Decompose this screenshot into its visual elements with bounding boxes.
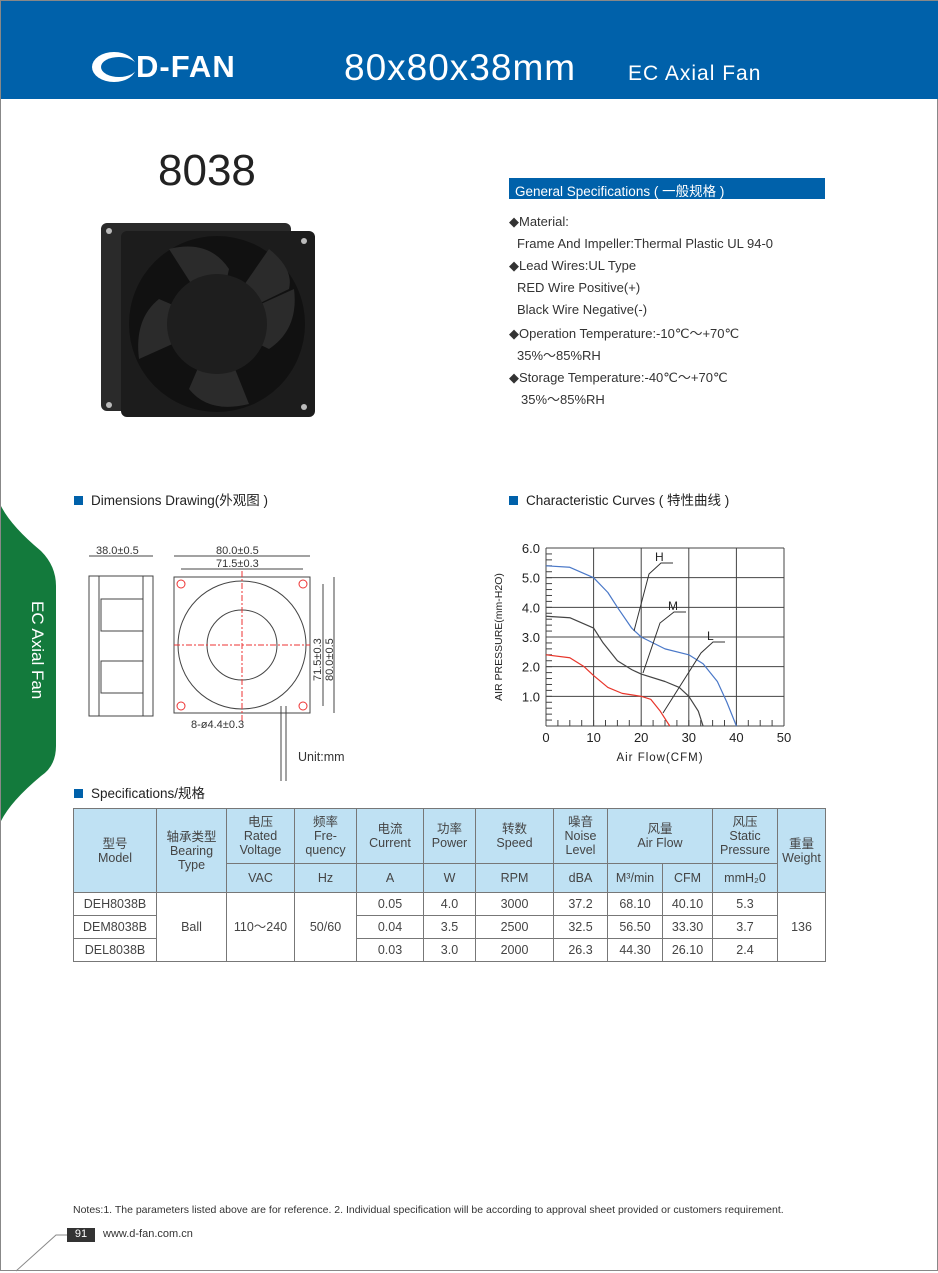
label-leader [643, 612, 686, 673]
value-cell: 3.7 [713, 916, 778, 939]
column-header: 风量 Air Flow [608, 809, 713, 864]
value-cell: 56.50 [608, 916, 663, 939]
value-cell: 0.04 [357, 916, 424, 939]
unit-header: RPM [476, 864, 554, 893]
column-header: 电流 Current [357, 809, 424, 864]
y-tick-label: 1.0 [522, 689, 540, 704]
value-cell: 2500 [476, 916, 554, 939]
column-header: 转数 Speed [476, 809, 554, 864]
model-cell: DEL8038B [74, 939, 157, 962]
y-axis-label: AIR PRESSURE(mm-H2O) [493, 573, 505, 701]
x-tick-label: 30 [682, 730, 696, 745]
column-header: 轴承类型 Bearing Type [157, 809, 227, 893]
specs-title: Specifications/规格 [91, 786, 205, 801]
page-number: 91 [67, 1228, 95, 1242]
column-header: 频率 Fre- quency [295, 809, 357, 864]
value-cell: 3000 [476, 893, 554, 916]
unit-header: Hz [295, 864, 357, 893]
column-header: 重量 Weight [778, 809, 826, 893]
unit-header: A [357, 864, 424, 893]
y-tick-label: 4.0 [522, 600, 540, 615]
model-cell: DEM8038B [74, 916, 157, 939]
value-cell: 0.03 [357, 939, 424, 962]
weight-cell: 136 [778, 893, 826, 962]
frequency-cell: 50/60 [295, 893, 357, 962]
value-cell: 68.10 [608, 893, 663, 916]
series-line-L [546, 655, 670, 726]
value-cell: 2.4 [713, 939, 778, 962]
bullet-square-icon [74, 789, 83, 798]
value-cell: 3.5 [424, 916, 476, 939]
column-header: 型号 Model [74, 809, 157, 893]
unit-header: M³/min [608, 864, 663, 893]
series-label: M [668, 599, 678, 613]
unit-header: VAC [227, 864, 295, 893]
series-line-M [546, 616, 703, 726]
unit-header: mmH₂0 [713, 864, 778, 893]
series-label: L [707, 629, 714, 643]
unit-header: W [424, 864, 476, 893]
x-tick-label: 0 [542, 730, 549, 745]
unit-header: dBA [554, 864, 608, 893]
model-cell: DEH8038B [74, 893, 157, 916]
value-cell: 44.30 [608, 939, 663, 962]
y-tick-label: 2.0 [522, 660, 540, 675]
label-leader [663, 642, 725, 713]
website-url[interactable]: www.d-fan.com.cn [103, 1228, 193, 1240]
specs-heading: Specifications/规格 [74, 782, 205, 802]
value-cell: 37.2 [554, 893, 608, 916]
label-leader [634, 563, 673, 631]
series-label: H [655, 550, 664, 564]
x-tick-label: 40 [729, 730, 743, 745]
x-tick-label: 20 [634, 730, 648, 745]
notes: Notes:1. The parameters listed above are… [73, 1204, 784, 1216]
column-header: 噪音 Noise Level [554, 809, 608, 864]
value-cell: 26.10 [663, 939, 713, 962]
column-header: 功率 Power [424, 809, 476, 864]
voltage-cell: 110～240 [227, 893, 295, 962]
value-cell: 2000 [476, 939, 554, 962]
value-cell: 40.10 [663, 893, 713, 916]
bearing-cell: Ball [157, 893, 227, 962]
y-tick-label: 5.0 [522, 571, 540, 586]
value-cell: 5.3 [713, 893, 778, 916]
value-cell: 32.5 [554, 916, 608, 939]
column-header: 风压 Static Pressure [713, 809, 778, 864]
column-header: 电压 Rated Voltage [227, 809, 295, 864]
characteristic-chart: 0 10 20 30 40 50 1.0 2.0 3.0 4.0 5.0 6.0 Air Flow(CF… [1, 1, 938, 801]
y-tick-label: 6.0 [522, 541, 540, 556]
y-tick-label: 3.0 [522, 630, 540, 645]
value-cell: 4.0 [424, 893, 476, 916]
value-cell: 33.30 [663, 916, 713, 939]
x-tick-label: 50 [777, 730, 791, 745]
unit-header: CFM [663, 864, 713, 893]
x-axis-label: Air Flow(CFM) [616, 752, 703, 764]
x-tick-label: 10 [586, 730, 600, 745]
value-cell: 26.3 [554, 939, 608, 962]
value-cell: 3.0 [424, 939, 476, 962]
value-cell: 0.05 [357, 893, 424, 916]
